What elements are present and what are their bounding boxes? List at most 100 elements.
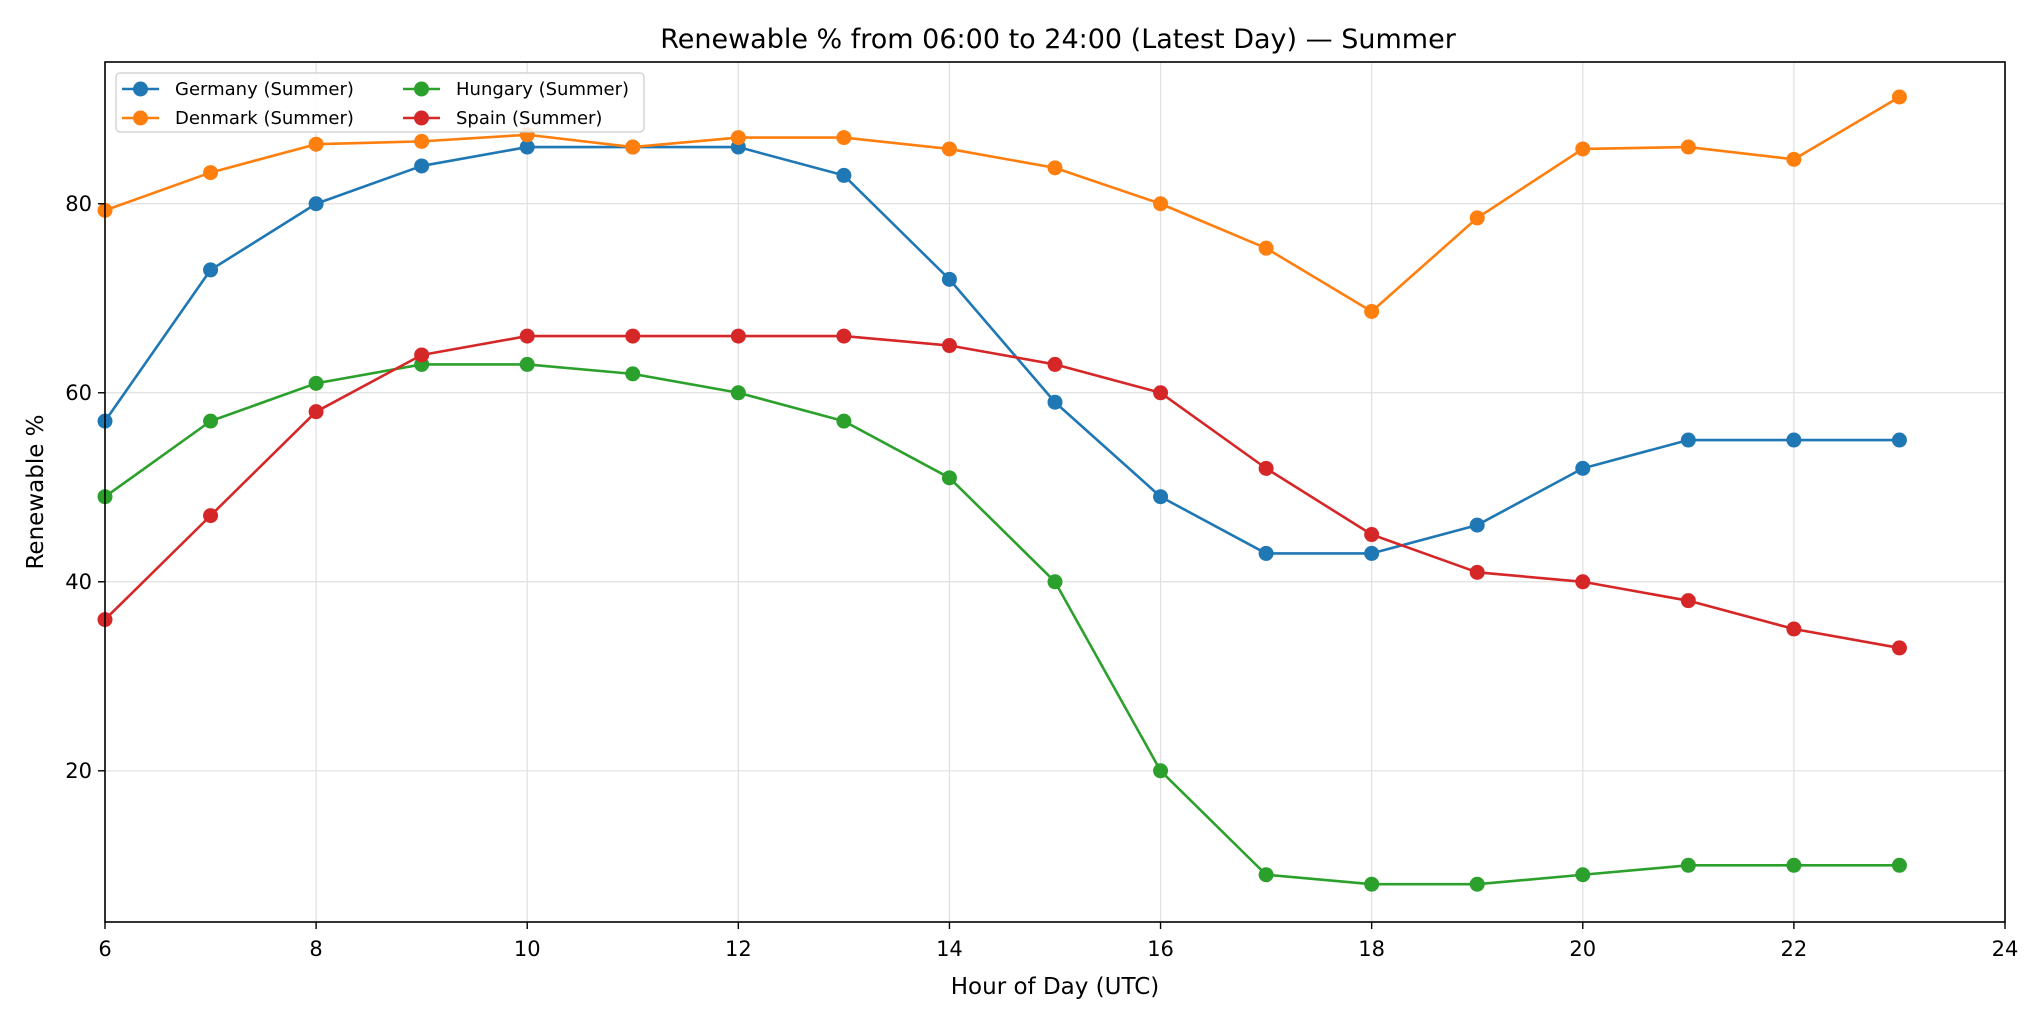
x-tick-label: 8 (309, 937, 322, 961)
x-tick-label: 24 (1992, 937, 2019, 961)
data-point-denmark (1575, 141, 1591, 157)
data-point-denmark (625, 139, 641, 155)
data-point-spain (308, 404, 324, 420)
data-point-hungary (1153, 763, 1169, 779)
data-point-germany (1258, 545, 1274, 561)
data-point-spain (1047, 356, 1063, 372)
legend: Germany (Summer) Denmark (Summer) Hungary … (115, 72, 645, 133)
legend-label: Denmark (Summer) (175, 108, 354, 129)
series-line-hungary (104, 363, 1900, 886)
data-point-germany (1047, 394, 1063, 410)
data-point-denmark (1469, 210, 1485, 226)
series-line-spain (104, 334, 1900, 650)
x-tick-label: 22 (1781, 937, 1808, 961)
data-point-spain (414, 347, 430, 363)
data-point-spain (836, 328, 852, 344)
data-point-denmark (308, 136, 324, 152)
series-line-germany (103, 145, 1900, 555)
data-point-spain (1469, 564, 1485, 580)
plot-frame (104, 61, 2006, 923)
data-point-spain (730, 328, 746, 344)
data-point-denmark (1680, 139, 1696, 155)
data-point-hungary (1047, 574, 1063, 590)
series-line-denmark (104, 95, 1901, 313)
data-point-germany (1469, 517, 1485, 533)
data-point-denmark (1153, 196, 1169, 212)
legend-marker (414, 81, 429, 97)
data-point-denmark (1891, 89, 1907, 105)
grid-lines (104, 62, 2006, 922)
data-point-hungary (519, 356, 535, 372)
data-point-spain (625, 328, 641, 344)
data-point-hungary (625, 366, 641, 382)
legend-item: Denmark (Summer) (122, 108, 354, 129)
series-layer (97, 89, 1907, 892)
data-point-germany (1575, 460, 1591, 476)
series-germany (97, 139, 1907, 561)
legend-label: Germany (Summer) (175, 79, 354, 100)
series-denmark (97, 89, 1907, 319)
x-tick-label: 14 (936, 937, 963, 961)
x-tick-label: 18 (1358, 937, 1385, 961)
data-point-spain (1680, 593, 1696, 609)
data-point-hungary (1469, 876, 1485, 892)
legend-label: Spain (Summer) (456, 108, 602, 129)
data-point-hungary (203, 413, 219, 429)
data-point-hungary (1258, 867, 1274, 883)
data-point-spain (1153, 385, 1169, 401)
data-point-denmark (1047, 160, 1063, 176)
y-tick-label: 60 (65, 381, 92, 405)
legend-item: Hungary (Summer) (403, 79, 629, 100)
data-point-germany (414, 158, 430, 174)
data-point-germany (1364, 545, 1380, 561)
y-axis-label: Renewable % (23, 414, 49, 569)
x-tick-label: 12 (725, 937, 752, 961)
legend-marker (133, 110, 148, 126)
data-point-hungary (730, 385, 746, 401)
x-axis-label: Hour of Day (UTC) (951, 974, 1159, 1000)
data-point-germany (308, 196, 324, 212)
data-point-denmark (203, 165, 219, 181)
data-point-spain (1786, 621, 1802, 637)
y-tick-label: 80 (65, 192, 92, 216)
data-point-hungary (941, 470, 957, 486)
data-point-germany (1680, 432, 1696, 448)
legend-label: Hungary (Summer) (456, 79, 629, 100)
data-point-spain (1575, 574, 1591, 590)
legend-item: Germany (Summer) (122, 79, 354, 100)
series-spain (97, 328, 1907, 656)
x-tick-label: 16 (1147, 937, 1174, 961)
data-point-denmark (1364, 303, 1380, 319)
data-point-hungary (836, 413, 852, 429)
legend-box (115, 72, 645, 133)
series-hungary (97, 356, 1907, 892)
data-point-germany (1891, 432, 1907, 448)
legend-marker (133, 81, 148, 97)
legend-item: Spain (Summer) (403, 108, 602, 129)
data-point-germany (941, 271, 957, 287)
data-point-denmark (414, 133, 430, 149)
legend-marker (414, 110, 429, 126)
data-point-hungary (1575, 867, 1591, 883)
data-point-germany (519, 139, 535, 155)
x-tick-label: 20 (1569, 937, 1596, 961)
data-point-hungary (1364, 876, 1380, 892)
data-point-hungary (1680, 857, 1696, 873)
y-tick-label: 20 (65, 759, 92, 783)
data-point-germany (836, 167, 852, 183)
data-point-germany (1786, 432, 1802, 448)
data-point-germany (1153, 489, 1169, 505)
data-point-hungary (1891, 857, 1907, 873)
data-point-spain (203, 508, 219, 524)
y-tick-label: 40 (65, 570, 92, 594)
data-point-spain (519, 328, 535, 344)
data-point-denmark (1786, 151, 1802, 167)
chart-title: Renewable % from 06:00 to 24:00 (Latest … (660, 24, 1457, 55)
data-point-denmark (730, 130, 746, 146)
data-point-denmark (941, 141, 957, 157)
x-tick-label: 10 (514, 937, 541, 961)
data-point-denmark (1258, 240, 1274, 256)
data-point-spain (941, 338, 957, 354)
